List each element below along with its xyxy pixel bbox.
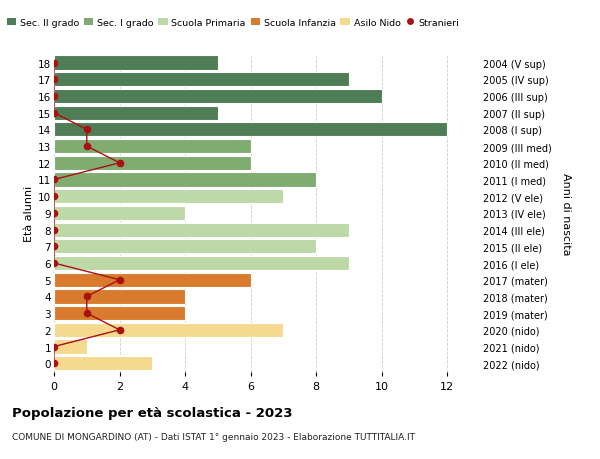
Bar xyxy=(54,273,251,287)
Point xyxy=(115,326,124,334)
Bar xyxy=(54,56,218,71)
Bar xyxy=(54,356,152,370)
Point xyxy=(115,276,124,284)
Legend: Sec. II grado, Sec. I grado, Scuola Primaria, Scuola Infanzia, Asilo Nido, Stran: Sec. II grado, Sec. I grado, Scuola Prim… xyxy=(7,19,459,28)
Point xyxy=(49,243,59,251)
Point xyxy=(49,176,59,184)
Point xyxy=(82,293,92,301)
Bar xyxy=(54,123,447,137)
Point xyxy=(115,160,124,167)
Bar xyxy=(54,207,185,220)
Point xyxy=(49,210,59,217)
Bar xyxy=(54,140,251,154)
Text: Popolazione per età scolastica - 2023: Popolazione per età scolastica - 2023 xyxy=(12,406,293,419)
Point xyxy=(49,343,59,351)
Bar xyxy=(54,173,316,187)
Bar xyxy=(54,223,349,237)
Point xyxy=(49,93,59,101)
Point xyxy=(82,143,92,151)
Bar xyxy=(54,340,87,354)
Point xyxy=(49,193,59,201)
Bar xyxy=(54,106,218,121)
Point xyxy=(49,110,59,117)
Y-axis label: Anni di nascita: Anni di nascita xyxy=(561,172,571,255)
Bar xyxy=(54,240,316,254)
Bar xyxy=(54,90,382,104)
Point xyxy=(49,260,59,267)
Point xyxy=(49,226,59,234)
Bar xyxy=(54,73,349,87)
Bar xyxy=(54,190,283,204)
Bar xyxy=(54,290,185,304)
Bar xyxy=(54,157,251,170)
Point xyxy=(82,126,92,134)
Bar xyxy=(54,306,185,320)
Text: COMUNE DI MONGARDINO (AT) - Dati ISTAT 1° gennaio 2023 - Elaborazione TUTTITALIA: COMUNE DI MONGARDINO (AT) - Dati ISTAT 1… xyxy=(12,432,415,442)
Bar xyxy=(54,323,283,337)
Y-axis label: Età alunni: Età alunni xyxy=(24,185,34,241)
Point xyxy=(49,60,59,67)
Bar xyxy=(54,257,349,270)
Point xyxy=(82,310,92,317)
Point xyxy=(49,76,59,84)
Point xyxy=(49,360,59,367)
